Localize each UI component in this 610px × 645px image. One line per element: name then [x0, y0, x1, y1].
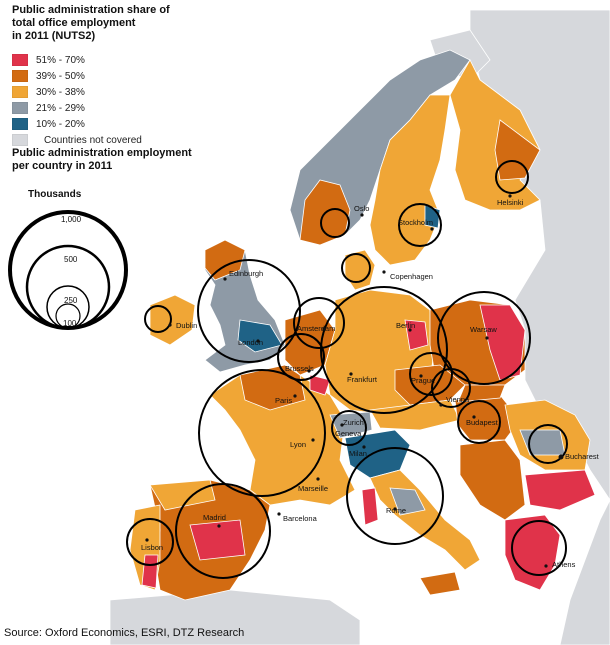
legend-swatch: [12, 118, 28, 130]
city-warsaw: Warsaw: [470, 325, 497, 334]
city-oslo: Oslo: [354, 204, 369, 213]
city-zurich: Zurich: [343, 418, 364, 427]
region-poland-east: [479, 304, 526, 381]
city-helsinki: Helsinki: [497, 198, 524, 207]
region-spain-north: [149, 479, 216, 511]
bubble-poland: [437, 291, 531, 385]
bubble-key-250: 250: [64, 296, 78, 305]
city-copenhagen: Copenhagen: [390, 272, 433, 281]
city-athens: Athens: [552, 560, 576, 569]
bubble-title-line-2: per country in 2011: [12, 160, 113, 172]
bubble-switzerland: [331, 410, 367, 446]
region-italy-centre: [389, 487, 426, 516]
legend-item: 21% - 29%: [12, 100, 142, 116]
bubble-germany: [320, 286, 448, 414]
bubble-netherlands: [293, 297, 345, 349]
city-dublin: Dublin: [176, 321, 197, 330]
city-bucharest: Bucharest: [565, 452, 600, 461]
region-portugal-south: [141, 554, 159, 589]
bubble-key-500: 500: [64, 255, 78, 264]
city-paris: Paris: [275, 396, 292, 405]
bubble-portugal: [126, 518, 174, 566]
region-balkans: [459, 439, 526, 521]
city-prague: Prague: [411, 376, 435, 385]
bubble-size-key: [8, 210, 128, 330]
bubble-norway: [320, 208, 350, 238]
region-germany-berlin: [404, 319, 429, 351]
city-rome: Rome: [386, 506, 406, 515]
bubble-title: Public administration employment per cou…: [12, 147, 192, 173]
city-lyon: Lyon: [290, 440, 306, 449]
city-brussels: Brussels: [285, 364, 314, 373]
region-bulgaria: [524, 469, 596, 511]
region-sardinia: [361, 487, 379, 526]
bubble-romania: [528, 424, 568, 464]
legend-label: 39% - 50%: [36, 70, 85, 82]
region-uk-london: [237, 319, 283, 353]
bubble-uk: [197, 259, 301, 363]
region-uk-scotland: [204, 239, 246, 281]
city-edinburgh: Edinburgh: [229, 269, 263, 278]
legend-label: 21% - 29%: [36, 102, 85, 114]
legend-swatch: [12, 86, 28, 98]
region-finland-east: [494, 119, 541, 181]
bubble-belgium: [277, 333, 325, 381]
bubble-ireland: [144, 305, 172, 333]
region-france-east: [309, 374, 331, 396]
legend-swatch: [12, 54, 28, 66]
bubble-denmark: [341, 253, 371, 283]
legend-label: 51% - 70%: [36, 54, 85, 66]
city-lisbon: Lisbon: [141, 543, 163, 552]
source-note: Source: Oxford Economics, ESRI, DTZ Rese…: [4, 627, 245, 639]
city-frankfurt: Frankfurt: [347, 375, 378, 384]
map-title-line-2: total office employment: [12, 17, 136, 29]
legend-item: 30% - 38%: [12, 84, 142, 100]
region-ireland: [149, 294, 196, 346]
map-title-line-1: Public administration share of: [12, 4, 170, 16]
city-markers: Oslo Stockholm Helsinki Edinburgh Copenh…: [141, 194, 600, 569]
city-marseille: Marseille: [298, 484, 328, 493]
bubble-key-100: 100: [63, 319, 77, 328]
city-berlin: Berlin: [396, 321, 415, 330]
bubble-key-title: Thousands: [28, 189, 82, 200]
region-sicily: [419, 571, 461, 596]
bubble-france: [198, 369, 326, 497]
region-greece: [504, 514, 561, 591]
city-barcelona: Barcelona: [283, 514, 318, 523]
legend-label: 30% - 38%: [36, 86, 85, 98]
city-milan: Milan: [349, 449, 367, 458]
bubble-key-1000: 1,000: [61, 215, 82, 224]
legend-item: Countries not covered: [12, 132, 142, 148]
city-budapest: Budapest: [466, 418, 499, 427]
legend-swatch: [12, 102, 28, 114]
legend-swatch: [12, 70, 28, 82]
map-title-line-3: in 2011 (NUTS2): [12, 30, 96, 42]
city-madrid: Madrid: [203, 513, 226, 522]
city-vienna: Vienna: [446, 395, 470, 404]
region-italy: [369, 469, 481, 571]
legend-swatch: [12, 134, 28, 146]
city-amsterdam: Amsterdam: [297, 324, 335, 333]
legend-item: 10% - 20%: [12, 116, 142, 132]
legend-label: Countries not covered: [44, 134, 142, 146]
legend-item: 39% - 50%: [12, 68, 142, 84]
region-spain-madrid: [189, 519, 246, 561]
bubble-title-line-1: Public administration employment: [12, 147, 192, 159]
map-title: Public administration share of total off…: [12, 4, 170, 43]
bubble-hungary: [457, 400, 501, 444]
bubble-greece: [511, 520, 567, 576]
bubble-austria: [431, 368, 471, 408]
city-london: London: [238, 338, 263, 347]
legend-label: 10% - 20%: [36, 118, 85, 130]
bubble-italy: [346, 447, 444, 545]
bubble-czech: [409, 352, 453, 396]
bubble-sweden: [398, 203, 442, 247]
bubble-spain: [175, 483, 271, 579]
legend-item: 51% - 70%: [12, 52, 142, 68]
city-geneva: Geneva: [335, 429, 362, 438]
bubble-finland: [495, 160, 529, 194]
city-stockholm: Stockholm: [398, 218, 433, 227]
legend: 51% - 70% 39% - 50% 30% - 38% 21% - 29% …: [12, 52, 142, 148]
